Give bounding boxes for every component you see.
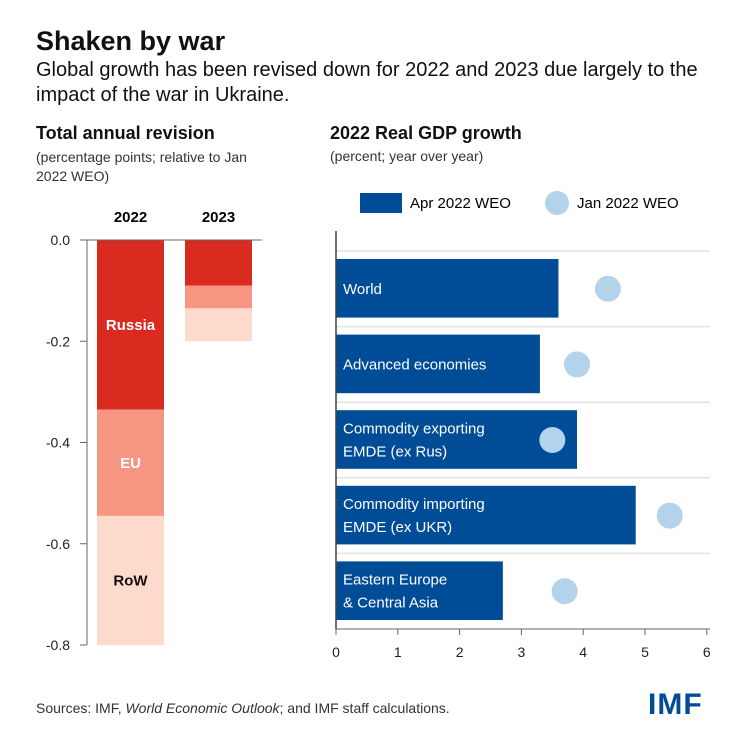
subtitle: Global growth has been revised down for … bbox=[36, 59, 698, 106]
dot-jan-2022 bbox=[564, 351, 591, 378]
bar-russia-2023 bbox=[185, 240, 252, 286]
category-label: World bbox=[343, 281, 382, 298]
left-chart-subtitle: (percentage points; relative to Jan 2022… bbox=[36, 149, 247, 184]
category-label: Advanced economies bbox=[343, 356, 486, 373]
segment-label: Russia bbox=[106, 317, 156, 334]
source-italic: World Economic Outlook bbox=[125, 700, 280, 716]
category-label: Commodity exporting bbox=[343, 421, 485, 438]
bar-eu-2022 bbox=[97, 409, 164, 516]
x-tick-label: 6 bbox=[703, 644, 711, 660]
x-tick-label: 2 bbox=[456, 644, 464, 660]
bar-row-2023 bbox=[185, 308, 252, 342]
dot-jan-2022 bbox=[539, 427, 566, 453]
source-note: Sources: IMF, World Economic Outlook; an… bbox=[36, 700, 450, 716]
x-tick-label: 1 bbox=[394, 644, 402, 660]
category-label: & Central Asia bbox=[343, 595, 439, 612]
bar-russia-2022 bbox=[97, 240, 164, 410]
bar-apr-2022 bbox=[336, 485, 636, 545]
dot-jan-2022 bbox=[594, 275, 621, 302]
x-tick-label: 4 bbox=[579, 644, 587, 660]
y-tick-label: -0.6 bbox=[46, 536, 70, 552]
x-tick-label: 3 bbox=[518, 644, 526, 660]
right-chart-subtitle: (percent; year over year) bbox=[330, 148, 484, 164]
legend-label-apr: Apr 2022 WEO bbox=[410, 195, 511, 212]
right-chart-title: 2022 Real GDP growth bbox=[330, 123, 522, 143]
category-label: Commodity importing bbox=[343, 496, 485, 513]
x-tick-label: 0 bbox=[332, 644, 340, 660]
title: Shaken by war bbox=[36, 26, 226, 56]
segment-label: RoW bbox=[113, 572, 148, 589]
category-label: 2023 bbox=[202, 209, 235, 226]
category-label: 2022 bbox=[114, 209, 147, 226]
bar-eu-2023 bbox=[185, 285, 252, 309]
legend-swatch-apr bbox=[360, 193, 402, 213]
dot-jan-2022 bbox=[656, 502, 683, 529]
y-tick-label: 0.0 bbox=[51, 232, 71, 248]
source-prefix: Sources: IMF, bbox=[36, 700, 126, 716]
bar-apr-2022 bbox=[336, 410, 578, 469]
x-tick-label: 5 bbox=[641, 644, 649, 660]
bar-apr-2022 bbox=[336, 561, 503, 620]
category-label: Eastern Europe bbox=[343, 572, 447, 589]
y-tick-label: -0.8 bbox=[46, 637, 70, 653]
y-tick-label: -0.4 bbox=[46, 435, 70, 451]
left-chart-title: Total annual revision bbox=[36, 123, 215, 143]
segment-label: EU bbox=[120, 455, 141, 472]
imf-logo: IMF bbox=[648, 688, 703, 721]
bar-apr-2022 bbox=[336, 334, 540, 394]
bar-apr-2022 bbox=[336, 259, 559, 318]
legend-label-jan: Jan 2022 WEO bbox=[577, 195, 679, 212]
source-suffix: ; and IMF staff calculations. bbox=[279, 700, 450, 716]
y-tick-label: -0.2 bbox=[46, 333, 70, 349]
category-label: EMDE (ex UKR) bbox=[343, 519, 452, 536]
bar-row-2022 bbox=[97, 515, 164, 645]
category-label: EMDE (ex Rus) bbox=[343, 444, 447, 461]
dot-jan-2022 bbox=[551, 578, 578, 605]
legend-swatch-jan bbox=[545, 191, 569, 215]
